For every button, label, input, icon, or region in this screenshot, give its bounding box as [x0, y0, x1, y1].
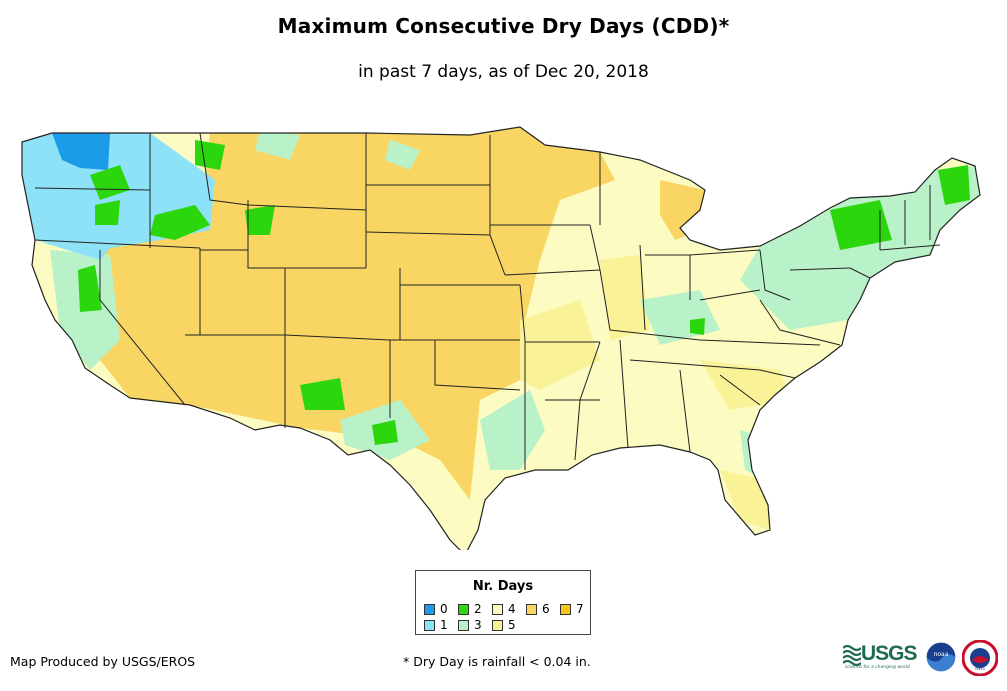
legend-swatch-4	[492, 604, 503, 615]
legend-swatch-6	[526, 604, 537, 615]
noaa-logo-icon: noaa	[925, 641, 957, 673]
nws-logo-icon: NWS	[962, 640, 998, 676]
legend-item-7: 7	[560, 603, 584, 615]
noaa-logo-text: noaa	[934, 651, 949, 658]
usgs-logo: USGS science for a changing world	[843, 642, 919, 672]
legend-swatch-3	[458, 620, 469, 631]
legend-item-4: 4	[492, 603, 516, 615]
legend-title: Nr. Days	[472, 579, 534, 594]
legend-item-1: 1	[424, 619, 448, 631]
usgs-wordmark: USGS	[861, 642, 918, 665]
us-cdd-map	[21, 126, 981, 550]
footnote-text: * Dry Day is rainfall < 0.04 in.	[403, 654, 591, 669]
legend-swatch-2	[458, 604, 469, 615]
legend-item-6: 6	[526, 603, 550, 615]
legend: Nr. Days 0 1 2 3 4 5 6 7	[415, 570, 591, 635]
legend-swatch-5	[492, 620, 503, 631]
map-subtitle: in past 7 days, as of Dec 20, 2018	[358, 62, 649, 82]
legend-item-0: 0	[424, 603, 448, 615]
usgs-wave-icon	[843, 644, 861, 666]
nws-logo-text: NWS	[975, 666, 985, 671]
legend-item-2: 2	[458, 603, 482, 615]
credit-text: Map Produced by USGS/EROS	[10, 654, 196, 669]
legend-item-3: 3	[458, 619, 482, 631]
legend-swatch-0	[424, 604, 435, 615]
legend-item-5: 5	[492, 619, 516, 631]
usgs-tagline: science for a changing world	[845, 665, 910, 670]
legend-swatch-7	[560, 604, 571, 615]
map-title: Maximum Consecutive Dry Days (CDD)*	[277, 14, 730, 38]
legend-swatch-1	[424, 620, 435, 631]
